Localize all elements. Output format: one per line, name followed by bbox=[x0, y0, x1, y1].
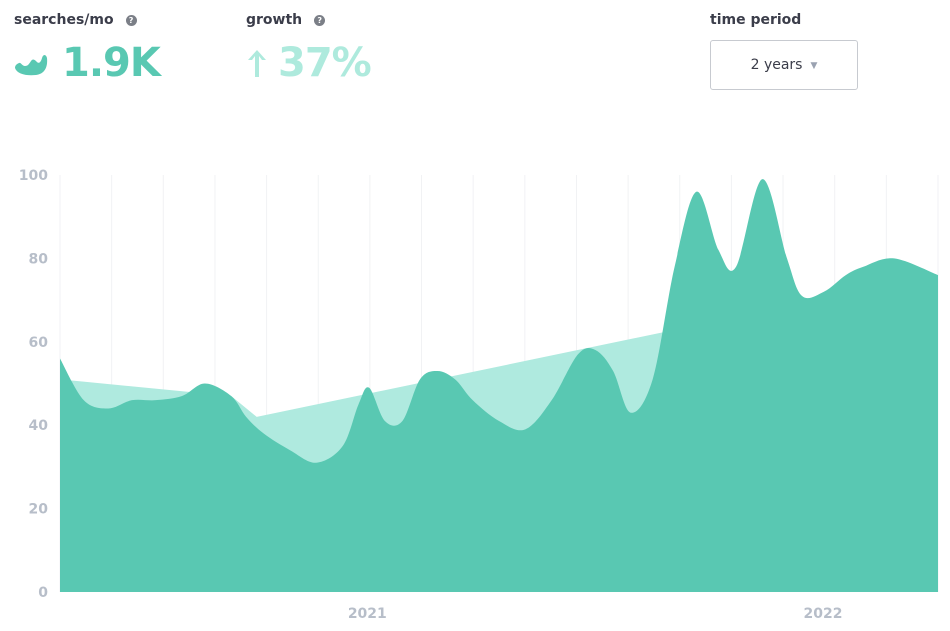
growth-value: 37% bbox=[278, 40, 372, 86]
searches-metric: searches/mo ? 1.9K bbox=[14, 12, 161, 86]
searches-value: 1.9K bbox=[62, 40, 161, 86]
y-tick-label: 20 bbox=[29, 502, 49, 518]
y-tick-label: 100 bbox=[19, 168, 48, 184]
searches-label: searches/mo bbox=[14, 12, 114, 28]
time-period-value: 2 years bbox=[750, 57, 803, 73]
arrow-up-icon bbox=[248, 50, 266, 77]
chart-axes: 0 20 40 60 80 100 2021 2022 bbox=[19, 168, 843, 622]
y-tick-label: 80 bbox=[29, 251, 49, 267]
help-icon[interactable]: ? bbox=[314, 14, 326, 26]
y-tick-label: 0 bbox=[38, 585, 48, 601]
x-tick-label: 2021 bbox=[348, 606, 387, 622]
growth-metric: growth ? 37% bbox=[246, 12, 372, 86]
volume-area bbox=[60, 179, 938, 593]
help-icon[interactable]: ? bbox=[125, 14, 137, 26]
y-tick-label: 60 bbox=[29, 335, 49, 351]
time-period: time period 2 years ▼ bbox=[710, 12, 858, 90]
trend-line-icon bbox=[15, 55, 48, 76]
growth-label: growth bbox=[246, 12, 303, 28]
time-period-label: time period bbox=[710, 12, 802, 28]
x-tick-label: 2022 bbox=[803, 606, 842, 622]
time-period-select[interactable]: 2 years ▼ bbox=[710, 40, 858, 90]
y-tick-label: 40 bbox=[29, 418, 49, 434]
chevron-down-icon: ▼ bbox=[810, 61, 818, 71]
